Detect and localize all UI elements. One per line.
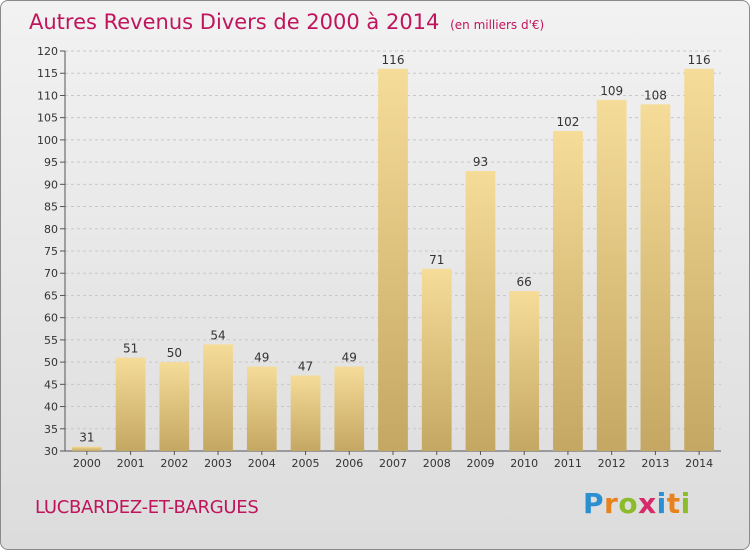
- x-tick-label-2011: 2011: [554, 457, 582, 470]
- logo-letter: t: [666, 487, 681, 520]
- y-tick-label: 65: [44, 289, 58, 302]
- x-tick-label-2001: 2001: [117, 457, 145, 470]
- logo-letter: i: [656, 487, 667, 520]
- y-tick-label: 105: [37, 112, 58, 125]
- value-label-2008: 71: [429, 253, 444, 267]
- bar-2010: [509, 291, 540, 451]
- axes: 30 35 40 45 50 55 60 65 70 75 80 85 90 95 100 105 110 115…: [37, 45, 721, 458]
- bars: [71, 68, 715, 452]
- value-label-2011: 102: [556, 115, 579, 129]
- bar-2000: [71, 446, 102, 451]
- y-tick-label: 55: [44, 334, 58, 347]
- bar-2006: [334, 366, 365, 451]
- y-tick-label: 30: [44, 445, 58, 458]
- x-tick-label-2005: 2005: [292, 457, 320, 470]
- x-tick-label-2003: 2003: [204, 457, 232, 470]
- commune-name: LUCBARDEZ-ET-BARGUES: [35, 497, 259, 518]
- x-tick-label-2013: 2013: [641, 457, 669, 470]
- value-label-2007: 116: [382, 53, 405, 67]
- value-label-2005: 47: [298, 359, 313, 373]
- x-tick-label-2002: 2002: [160, 457, 188, 470]
- bar-2014: [684, 68, 715, 452]
- value-label-2009: 93: [473, 155, 488, 169]
- y-tick-label: 110: [37, 89, 58, 102]
- x-tick-label-2012: 2012: [598, 457, 626, 470]
- y-tick-label: 50: [44, 356, 58, 369]
- y-tick-label: 90: [44, 178, 58, 191]
- bar-2004: [246, 366, 277, 451]
- y-tick-label: 80: [44, 223, 58, 236]
- y-tick-label: 70: [44, 267, 58, 280]
- x-tick-label-2008: 2008: [423, 457, 451, 470]
- bar-2011: [553, 131, 583, 451]
- x-tick-label-2009: 2009: [466, 457, 494, 470]
- value-label-2000: 31: [79, 431, 94, 445]
- value-label-2014: 116: [688, 53, 711, 67]
- chart-title: Autres Revenus Divers de 2000 à 2014 (en…: [29, 10, 544, 34]
- value-label-2006: 49: [342, 351, 357, 365]
- value-label-2010: 66: [517, 275, 532, 289]
- x-tick-label-2000: 2000: [73, 457, 101, 470]
- x-tick-label-2004: 2004: [248, 457, 276, 470]
- x-tick-label-2007: 2007: [379, 457, 407, 470]
- bar-2002: [159, 362, 190, 451]
- x-tick-label-2006: 2006: [335, 457, 363, 470]
- y-tick-label: 120: [37, 45, 58, 58]
- logo-letter: r: [604, 487, 619, 520]
- value-label-2013: 108: [644, 88, 667, 102]
- x-tick-label-2014: 2014: [685, 457, 713, 470]
- x-tick-label-2010: 2010: [510, 457, 538, 470]
- bar-2001: [115, 357, 146, 451]
- labels: 31 2000 51 2001 50 2002 54 2003 49 2004 47 2005 49 20…: [73, 53, 713, 470]
- bar-2005: [290, 375, 321, 451]
- logo-letter: P: [583, 487, 605, 520]
- y-tick-label: 45: [44, 378, 58, 391]
- chart-title-text: Autres Revenus Divers de 2000 à 2014: [29, 10, 440, 34]
- y-tick-label: 35: [44, 423, 58, 436]
- proxiti-logo: Proxiti: [583, 487, 691, 520]
- y-tick-label: 95: [44, 156, 58, 169]
- value-label-2012: 109: [600, 84, 623, 98]
- bar-2013: [640, 104, 671, 451]
- bar-2012: [596, 99, 627, 451]
- value-label-2004: 49: [254, 351, 269, 365]
- chart-subtitle: (en milliers d'€): [450, 18, 545, 32]
- logo-letter: x: [638, 487, 657, 520]
- y-tick-label: 75: [44, 245, 58, 258]
- bar-2009: [465, 171, 496, 451]
- bar-2007: [378, 68, 408, 452]
- y-tick-label: 100: [37, 134, 58, 147]
- y-tick-label: 60: [44, 312, 58, 325]
- logo-letter: i: [680, 487, 691, 520]
- logo-letter: o: [618, 487, 639, 520]
- value-label-2002: 50: [167, 346, 182, 360]
- bar-2003: [203, 344, 233, 451]
- y-tick-label: 40: [44, 401, 58, 414]
- bar-2008: [421, 268, 452, 451]
- value-label-2001: 51: [123, 342, 138, 356]
- y-tick-label: 115: [37, 67, 58, 80]
- y-tick-label: 85: [44, 201, 58, 214]
- value-label-2003: 54: [210, 328, 225, 342]
